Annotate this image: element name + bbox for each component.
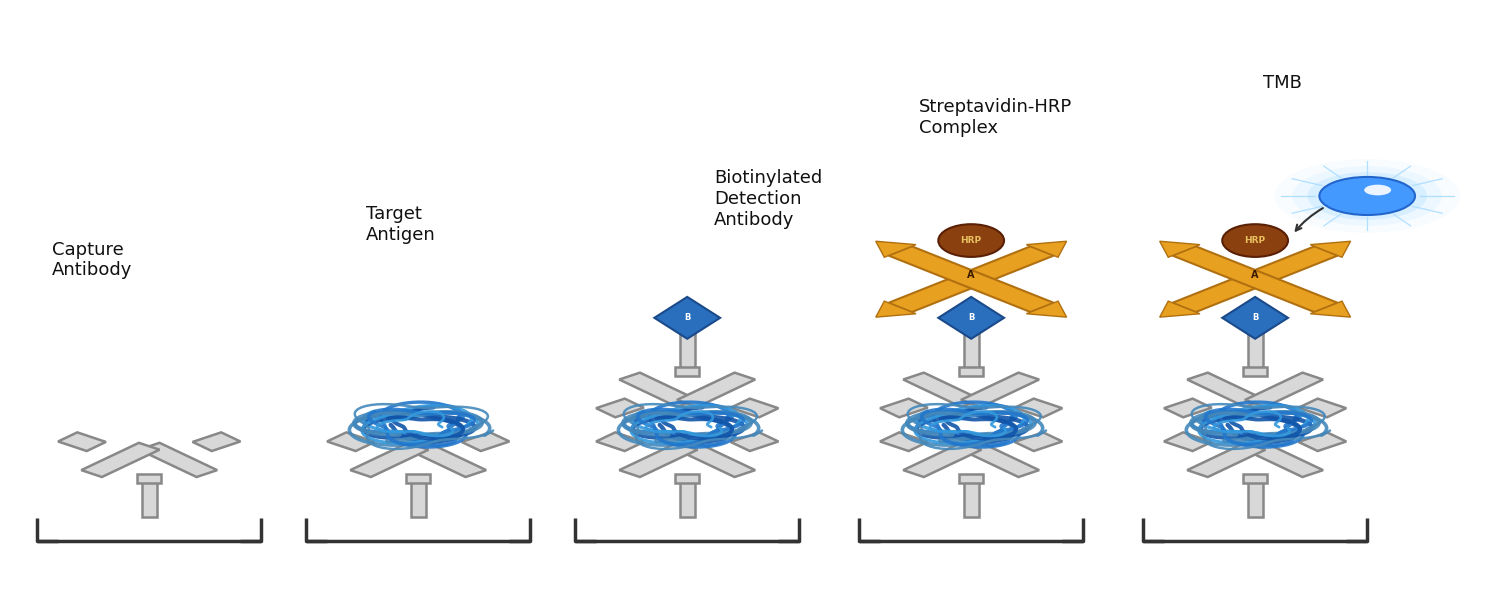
Polygon shape (654, 297, 720, 339)
Polygon shape (1245, 443, 1323, 477)
Polygon shape (1160, 241, 1200, 257)
Polygon shape (1186, 443, 1266, 477)
Polygon shape (1248, 478, 1263, 517)
Text: Capture
Antibody: Capture Antibody (53, 241, 132, 280)
Polygon shape (962, 373, 1040, 407)
Text: B: B (1252, 313, 1258, 322)
Polygon shape (140, 443, 218, 477)
Polygon shape (142, 478, 156, 517)
Polygon shape (1222, 297, 1288, 339)
Polygon shape (888, 247, 1054, 312)
Polygon shape (1186, 373, 1266, 407)
Polygon shape (58, 433, 106, 451)
Polygon shape (1014, 398, 1062, 417)
Polygon shape (138, 473, 160, 483)
Polygon shape (880, 433, 928, 451)
Polygon shape (939, 297, 1004, 339)
Polygon shape (903, 373, 981, 407)
Polygon shape (958, 473, 982, 483)
Polygon shape (81, 443, 159, 477)
Circle shape (1275, 159, 1460, 233)
Polygon shape (880, 398, 928, 417)
Circle shape (1308, 172, 1426, 220)
Polygon shape (1164, 398, 1212, 417)
Polygon shape (963, 332, 978, 371)
Text: HRP: HRP (1245, 236, 1266, 245)
Polygon shape (680, 478, 694, 517)
Polygon shape (1248, 332, 1263, 371)
Polygon shape (327, 433, 375, 451)
Polygon shape (675, 473, 699, 483)
Polygon shape (1026, 301, 1066, 317)
Polygon shape (730, 433, 778, 451)
Polygon shape (680, 332, 694, 371)
Text: B: B (684, 313, 690, 322)
Circle shape (1320, 177, 1414, 215)
Polygon shape (351, 443, 429, 477)
Polygon shape (1245, 373, 1323, 407)
Polygon shape (1244, 473, 1268, 483)
Polygon shape (1164, 433, 1212, 451)
Text: Streptavidin-HRP
Complex: Streptavidin-HRP Complex (920, 98, 1072, 137)
Polygon shape (1173, 247, 1338, 312)
Text: A: A (968, 271, 975, 280)
Polygon shape (962, 443, 1040, 477)
Polygon shape (676, 443, 754, 477)
Polygon shape (408, 443, 486, 477)
Polygon shape (675, 367, 699, 376)
Text: Biotinylated
Detection
Antibody: Biotinylated Detection Antibody (714, 169, 822, 229)
Text: HRP: HRP (960, 236, 981, 245)
Polygon shape (730, 398, 778, 417)
Text: B: B (968, 313, 975, 322)
Polygon shape (958, 367, 982, 376)
Circle shape (1364, 185, 1390, 196)
Polygon shape (876, 241, 916, 257)
Polygon shape (903, 443, 981, 477)
Text: A: A (1251, 271, 1258, 280)
Polygon shape (1160, 301, 1200, 317)
Polygon shape (620, 443, 698, 477)
Polygon shape (888, 247, 1054, 312)
Polygon shape (963, 478, 978, 517)
Polygon shape (192, 433, 240, 451)
Polygon shape (406, 473, 430, 483)
Polygon shape (1173, 247, 1338, 312)
Polygon shape (1026, 241, 1066, 257)
Polygon shape (596, 398, 644, 417)
Circle shape (1293, 166, 1442, 226)
Ellipse shape (1222, 224, 1288, 257)
Polygon shape (1244, 367, 1268, 376)
Polygon shape (462, 433, 510, 451)
Text: TMB: TMB (1263, 74, 1302, 92)
Polygon shape (620, 373, 698, 407)
Text: Target
Antigen: Target Antigen (366, 205, 435, 244)
Polygon shape (596, 433, 644, 451)
Polygon shape (1014, 433, 1062, 451)
Polygon shape (1299, 433, 1347, 451)
Polygon shape (1299, 398, 1347, 417)
Polygon shape (1311, 301, 1350, 317)
Polygon shape (876, 301, 916, 317)
Polygon shape (676, 373, 754, 407)
Polygon shape (411, 478, 426, 517)
Ellipse shape (939, 224, 1004, 257)
Polygon shape (1311, 241, 1350, 257)
